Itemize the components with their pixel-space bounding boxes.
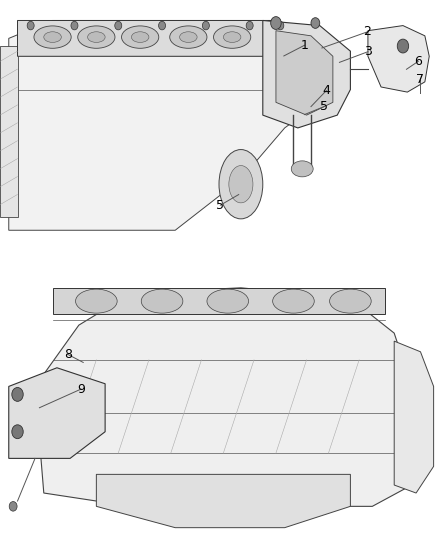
- Ellipse shape: [131, 32, 149, 43]
- Text: 8: 8: [64, 348, 72, 361]
- Ellipse shape: [88, 32, 105, 43]
- Ellipse shape: [141, 289, 183, 313]
- Ellipse shape: [180, 32, 197, 43]
- Polygon shape: [96, 474, 350, 528]
- Ellipse shape: [121, 26, 159, 49]
- Text: 9: 9: [77, 383, 85, 395]
- Text: 1: 1: [300, 39, 308, 52]
- Circle shape: [311, 18, 320, 28]
- Ellipse shape: [229, 166, 253, 203]
- Circle shape: [115, 21, 122, 30]
- Circle shape: [12, 387, 23, 401]
- Ellipse shape: [272, 289, 314, 313]
- Text: 4: 4: [322, 84, 330, 97]
- Polygon shape: [9, 20, 320, 230]
- Circle shape: [271, 17, 281, 29]
- Text: 7: 7: [417, 74, 424, 86]
- Text: 2: 2: [363, 26, 371, 38]
- Text: 6: 6: [414, 55, 422, 68]
- Circle shape: [71, 21, 78, 30]
- Polygon shape: [276, 31, 333, 115]
- Ellipse shape: [330, 289, 371, 313]
- Ellipse shape: [207, 289, 249, 313]
- Ellipse shape: [44, 32, 61, 43]
- Polygon shape: [18, 20, 298, 56]
- Circle shape: [246, 21, 253, 30]
- Circle shape: [159, 21, 166, 30]
- Polygon shape: [35, 288, 412, 506]
- Ellipse shape: [78, 26, 115, 49]
- Ellipse shape: [34, 26, 71, 49]
- Circle shape: [277, 21, 284, 30]
- Ellipse shape: [76, 289, 117, 313]
- Polygon shape: [9, 368, 105, 458]
- Ellipse shape: [213, 26, 251, 49]
- Circle shape: [202, 21, 209, 30]
- Circle shape: [12, 425, 23, 439]
- Ellipse shape: [170, 26, 207, 49]
- Ellipse shape: [223, 32, 241, 43]
- Text: 3: 3: [364, 45, 372, 58]
- Ellipse shape: [219, 150, 263, 219]
- Circle shape: [9, 502, 17, 511]
- Circle shape: [27, 21, 34, 30]
- Text: 5: 5: [320, 100, 328, 113]
- Text: 5: 5: [216, 199, 224, 212]
- Ellipse shape: [291, 161, 313, 177]
- Circle shape: [397, 39, 409, 53]
- Polygon shape: [368, 26, 429, 92]
- Polygon shape: [263, 20, 350, 128]
- Polygon shape: [53, 288, 385, 314]
- Polygon shape: [0, 46, 18, 217]
- Polygon shape: [394, 341, 434, 493]
